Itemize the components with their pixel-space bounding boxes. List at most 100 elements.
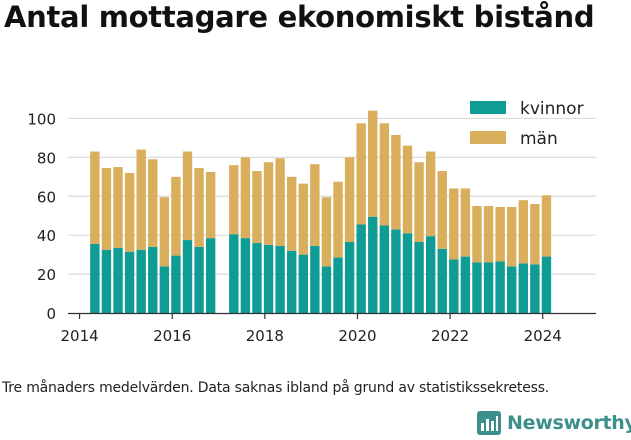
bar-kvinnor <box>194 246 204 313</box>
bar-kvinnor <box>449 259 459 313</box>
bar-kvinnor <box>159 266 170 313</box>
bar-man <box>171 176 181 256</box>
y-tick-label: 80 <box>37 149 56 167</box>
bar-man <box>124 172 135 252</box>
bar-kvinnor <box>391 229 401 313</box>
legend-label: kvinnor <box>520 99 584 119</box>
bar-man <box>136 149 146 250</box>
bar-man <box>518 200 528 264</box>
bar-kvinnor <box>437 248 447 313</box>
bar-man <box>507 206 517 267</box>
bar-man <box>356 123 366 225</box>
y-tick-label: 60 <box>37 188 56 206</box>
bar-kvinnor <box>90 243 100 313</box>
bar-kvinnor <box>495 261 505 313</box>
bar-man <box>437 170 447 249</box>
bar-man <box>310 164 320 246</box>
bar-kvinnor <box>205 238 216 313</box>
bar-man <box>90 151 100 244</box>
bar-man <box>240 157 251 239</box>
bar-man <box>229 165 239 235</box>
bar-kvinnor <box>379 225 390 313</box>
bar-man <box>148 159 158 247</box>
newsworthy-logo-icon <box>477 411 501 435</box>
bar-man <box>252 170 262 243</box>
bar-man <box>321 197 332 267</box>
chart-title: Antal mottagare ekonomiskt bistånd <box>4 0 595 34</box>
legend-swatch <box>470 131 506 144</box>
x-tick-label: 2014 <box>60 327 98 345</box>
bar-man <box>113 167 123 248</box>
bar-kvinnor <box>287 250 297 313</box>
bar-kvinnor <box>344 241 355 313</box>
x-tick-label: 2022 <box>431 327 469 345</box>
bar-man <box>495 206 505 262</box>
bar-kvinnor <box>460 256 471 313</box>
bar-kvinnor <box>333 257 343 313</box>
y-tick-label: 20 <box>37 266 56 284</box>
y-tick-label: 40 <box>37 227 56 245</box>
bar-kvinnor <box>483 262 494 313</box>
bar-kvinnor <box>368 216 378 313</box>
bar-man <box>344 157 355 242</box>
bar-kvinnor <box>507 266 517 313</box>
legend-swatch <box>470 101 506 114</box>
bar-kvinnor <box>148 246 158 313</box>
legend-label: män <box>520 129 558 149</box>
bar-kvinnor <box>530 264 540 313</box>
bar-man <box>194 168 204 247</box>
bar-kvinnor <box>425 236 436 313</box>
bar-man <box>159 197 170 267</box>
bar-man <box>449 188 459 260</box>
bar-kvinnor <box>136 249 146 313</box>
bar-kvinnor <box>541 256 552 313</box>
bar-kvinnor <box>321 266 332 313</box>
bar-kvinnor <box>240 238 251 313</box>
bar-kvinnor <box>402 233 413 313</box>
bar-kvinnor <box>310 245 320 313</box>
bar-kvinnor <box>356 224 366 313</box>
bar-man <box>205 171 216 239</box>
x-tick-label: 2020 <box>338 327 376 345</box>
bar-man <box>530 204 540 265</box>
bar-man <box>263 162 274 245</box>
bar-kvinnor <box>263 244 274 313</box>
bar-man <box>425 151 436 237</box>
bar-kvinnor <box>229 234 239 313</box>
bar-kvinnor <box>414 241 424 313</box>
bar-kvinnor <box>252 242 262 313</box>
bar-man <box>101 168 112 250</box>
x-tick-label: 2024 <box>524 327 562 345</box>
newsworthy-brand[interactable]: Newsworthy <box>476 406 631 440</box>
y-tick-label: 0 <box>46 305 56 323</box>
bar-man <box>402 145 413 234</box>
x-tick-label: 2018 <box>246 327 284 345</box>
bar-man <box>483 206 494 263</box>
bar-man <box>333 181 343 258</box>
bar-kvinnor <box>472 262 482 313</box>
bar-man <box>298 183 308 255</box>
bar-man <box>182 151 193 241</box>
bar-kvinnor <box>518 263 528 313</box>
bar-man <box>414 162 424 242</box>
bar-kvinnor <box>113 247 123 313</box>
bar-kvinnor <box>171 255 181 313</box>
bar-man <box>379 123 390 226</box>
chart-caption: Tre månaders medelvärden. Data saknas ib… <box>2 380 550 396</box>
bar-man <box>460 188 471 257</box>
bar-kvinnor <box>101 249 112 313</box>
bar-man <box>287 176 297 251</box>
newsworthy-brand-name: Newsworthy <box>507 412 631 434</box>
bar-kvinnor <box>275 245 285 313</box>
y-tick-label: 100 <box>27 110 56 128</box>
bar-kvinnor <box>182 240 193 313</box>
bar-man <box>541 195 552 257</box>
bar-man <box>391 134 401 230</box>
x-tick-label: 2016 <box>153 327 191 345</box>
bar-kvinnor <box>124 251 135 313</box>
bar-man <box>275 158 285 246</box>
bar-man <box>368 110 378 217</box>
bar-man <box>472 206 482 263</box>
bar-kvinnor <box>298 254 308 313</box>
